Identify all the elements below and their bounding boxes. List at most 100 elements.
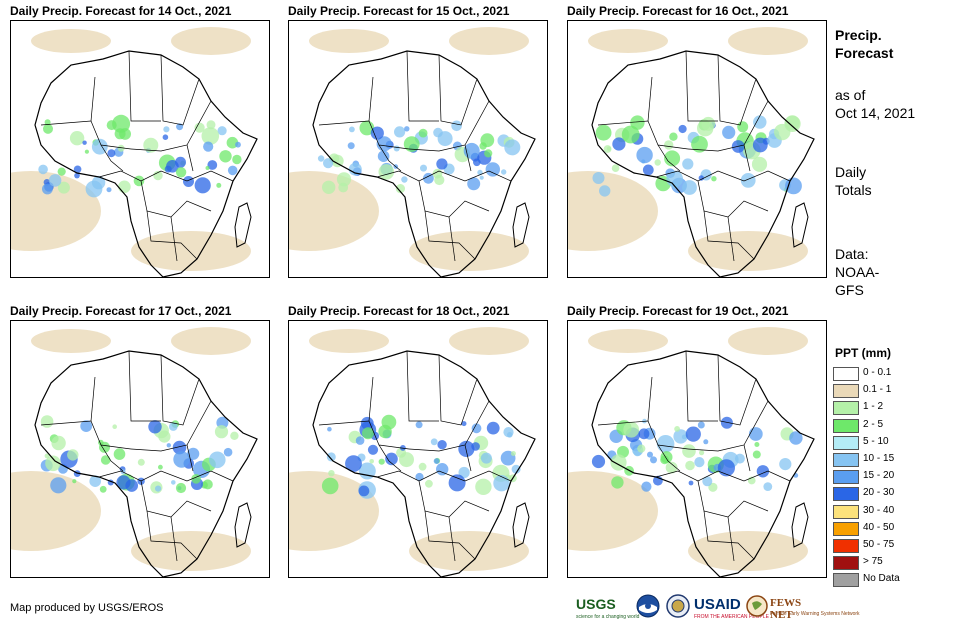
legend-swatch: [833, 401, 859, 416]
precip-blob: [358, 462, 376, 480]
precip-blob: [216, 182, 222, 188]
legend-swatch: [833, 521, 859, 536]
precip-blob: [155, 485, 162, 492]
precip-blob: [789, 431, 803, 445]
precip-blob: [774, 123, 791, 141]
precip-blob: [99, 485, 107, 493]
madagascar-outline: [791, 502, 809, 548]
precip-blob: [467, 177, 481, 191]
precip-blob: [48, 174, 62, 187]
country-border: [687, 400, 769, 452]
precip-blob: [420, 164, 427, 172]
precip-blob: [327, 426, 332, 432]
precip-blob: [336, 172, 352, 187]
as-of-date: as of Oct 14, 2021: [835, 86, 915, 122]
legend-item: 0.1 - 1: [833, 383, 953, 400]
logo-strip: USGS science for a changing world USAID …: [576, 594, 860, 622]
precip-blob: [471, 442, 480, 451]
precip-blob: [171, 480, 176, 485]
country-border: [128, 350, 161, 422]
legend-label: 0.1 - 1: [863, 384, 892, 396]
precip-blob: [323, 158, 334, 169]
data-source-line2: NOAA-: [835, 264, 880, 280]
country-border: [717, 54, 757, 126]
precip-blob: [511, 464, 521, 474]
country-border: [685, 50, 718, 122]
precip-blob: [331, 154, 344, 168]
precip-blob: [698, 175, 704, 181]
legend-swatch: [833, 367, 859, 381]
fews-net-tagline: Famine Early Warning Systems Network: [770, 611, 860, 617]
africa-coastline: [312, 350, 536, 577]
precip-blob: [378, 424, 392, 439]
precip-blob: [116, 475, 131, 490]
low-precip-patch: [11, 171, 101, 251]
usgs-tagline: science for a changing world: [576, 614, 640, 620]
madagascar-outline: [791, 202, 809, 248]
legend-swatch: [833, 470, 859, 485]
low-precip-patch: [409, 231, 529, 271]
country-border: [186, 144, 194, 172]
precip-blob: [458, 466, 470, 479]
precip-blob: [69, 131, 85, 146]
precip-blob: [606, 146, 612, 151]
precip-blob: [682, 158, 694, 170]
precip-blob: [650, 456, 657, 464]
precip-blob: [72, 479, 77, 484]
precip-blob: [317, 155, 325, 162]
low-precip-patch: [289, 171, 379, 251]
precip-blob: [437, 440, 447, 450]
panel-title: Daily Precip. Forecast for 17 Oct., 2021: [10, 304, 232, 318]
precip-blob: [51, 435, 66, 451]
precip-blob: [685, 426, 701, 442]
precip-blob: [227, 165, 238, 176]
madagascar-outline: [512, 502, 530, 548]
precip-blob: [214, 425, 229, 439]
precip-blob: [158, 464, 163, 470]
precip-blob: [703, 439, 709, 445]
precip-blob: [209, 451, 226, 469]
low-precip-patch: [309, 29, 389, 53]
country-border: [186, 444, 194, 472]
precip-blob: [172, 440, 187, 455]
legend-label: > 75: [863, 556, 883, 568]
map-svg: [568, 327, 815, 577]
precip-blob: [415, 472, 424, 482]
precip-blob: [230, 431, 239, 440]
precip-blob: [642, 164, 654, 176]
map-svg: [11, 327, 258, 577]
fews-net-globe-icon: [746, 595, 768, 617]
precip-blob: [85, 180, 103, 198]
country-border: [406, 50, 439, 122]
forecast-panel-oct-19: Daily Precip. Forecast for 19 Oct., 2021: [567, 304, 827, 578]
precip-blob: [702, 476, 713, 487]
precip-blob: [205, 166, 210, 170]
legend-item: No Data: [833, 572, 953, 589]
legend-item: 15 - 20: [833, 469, 953, 486]
legend-swatch: [833, 504, 859, 519]
low-precip-patch: [409, 531, 529, 571]
legend-label: 30 - 40: [863, 504, 895, 516]
precip-blob: [395, 184, 405, 194]
low-precip-patch: [309, 329, 389, 353]
low-precip-patch: [588, 29, 668, 53]
precip-blob: [763, 482, 773, 491]
precip-blob: [326, 452, 336, 462]
legend-label: 40 - 50: [863, 521, 895, 533]
country-border: [406, 350, 439, 422]
precip-blob: [367, 444, 379, 455]
sidebar-title: Precip. Forecast: [835, 26, 893, 62]
legend-item: 5 - 10: [833, 435, 953, 452]
low-precip-patch: [131, 231, 251, 271]
precip-blob: [678, 124, 687, 134]
forecast-panel-oct-17: Daily Precip. Forecast for 17 Oct., 2021: [10, 304, 270, 578]
precip-blob: [175, 167, 187, 178]
country-border: [743, 144, 751, 172]
precip-blob: [599, 185, 611, 197]
precip-blob: [636, 146, 653, 164]
precip-blob: [433, 127, 443, 138]
precip-blob: [206, 120, 216, 130]
fews-net-logo: FEWS NET: [770, 597, 802, 621]
precip-blob: [399, 452, 414, 468]
country-border: [146, 210, 198, 260]
